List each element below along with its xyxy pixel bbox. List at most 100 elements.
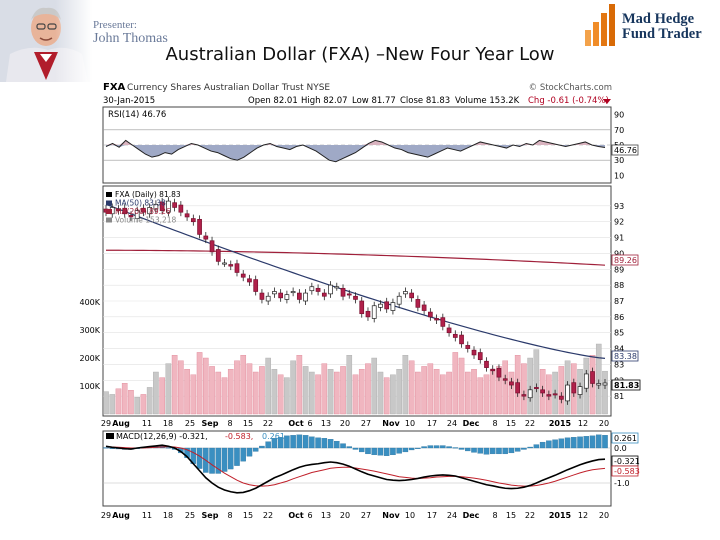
rsi-label: RSI(14) 46.76 bbox=[108, 110, 166, 120]
candle-body bbox=[353, 295, 358, 300]
volume-bar bbox=[103, 391, 109, 415]
candle-body bbox=[390, 302, 396, 311]
candle-body bbox=[540, 389, 545, 394]
volume-bar bbox=[452, 352, 459, 415]
volume-bar bbox=[427, 363, 434, 415]
volume-bar bbox=[433, 369, 440, 415]
volume-bar bbox=[340, 366, 346, 415]
volume-bar bbox=[315, 374, 321, 415]
candle-body bbox=[340, 287, 346, 297]
x-tick-label: 10 bbox=[405, 419, 415, 428]
candle-body bbox=[247, 278, 252, 283]
ma50-last-tag: 83.38 bbox=[611, 350, 639, 362]
rsi-tick-label: 90 bbox=[614, 111, 624, 120]
volume-tick-label: 100K bbox=[79, 382, 100, 391]
macd-tick-label: -1.0 bbox=[614, 479, 630, 488]
quote-open: Open 82.01 bbox=[248, 96, 298, 106]
candle-body bbox=[459, 334, 464, 345]
close-last-label: 81.83 bbox=[614, 381, 639, 390]
volume-bar bbox=[259, 366, 265, 415]
candle-body bbox=[259, 292, 265, 300]
x-tick-label: 6 bbox=[307, 511, 312, 520]
macd-hist-bar bbox=[402, 447, 409, 453]
macd-hist-bar bbox=[265, 441, 271, 449]
candle-body bbox=[240, 273, 246, 278]
price-tick-label: 89 bbox=[614, 265, 624, 274]
macd-hist-bar bbox=[583, 436, 590, 449]
macd-hist-bar bbox=[489, 447, 496, 455]
x-tick-label: 17 bbox=[427, 511, 437, 520]
macd-hist-bar bbox=[433, 445, 440, 449]
volume-bar bbox=[558, 366, 565, 415]
candle-body bbox=[315, 287, 321, 292]
macd-hist-bar bbox=[340, 443, 346, 449]
volume-bar bbox=[508, 371, 515, 415]
volume-bar bbox=[365, 363, 371, 415]
candle-body bbox=[415, 299, 421, 308]
candle-body bbox=[502, 378, 508, 381]
x-tick-label: 17 bbox=[427, 419, 437, 428]
rsi-last-label: 46.76 bbox=[614, 146, 637, 155]
candle-body bbox=[228, 264, 234, 267]
chart-date: 30-Jan-2015 bbox=[103, 96, 155, 106]
legend-label: MA(200) 89.26 bbox=[115, 207, 171, 216]
quote-close: Close 81.83 bbox=[400, 96, 450, 106]
logo-line2: Fund Trader bbox=[622, 25, 702, 42]
x-tick-label: 8 bbox=[492, 419, 497, 428]
volume-bar bbox=[184, 369, 190, 415]
price-tick-label: 90 bbox=[614, 249, 624, 258]
volume-bar bbox=[209, 366, 215, 415]
chart-symbol: FXA bbox=[103, 82, 126, 93]
macd-hist-bar bbox=[234, 447, 240, 466]
macd-hist-bar bbox=[321, 438, 328, 449]
down-arrow-icon bbox=[603, 99, 611, 104]
macd-hist-bar bbox=[377, 447, 384, 456]
macd-hist-bar bbox=[365, 447, 371, 455]
macd-hist-bar bbox=[558, 438, 565, 449]
macd-hist-bar bbox=[427, 445, 434, 449]
volume-bar bbox=[221, 377, 228, 415]
x-tick-label: Aug bbox=[112, 419, 130, 428]
x-tick-label: 22 bbox=[525, 511, 535, 520]
volume-bar bbox=[277, 374, 284, 415]
legend-label: FXA (Daily) 81.83 bbox=[115, 190, 181, 199]
candle-body bbox=[602, 382, 608, 386]
x-tick-label: Sep bbox=[202, 419, 219, 428]
x-tick-label: 15 bbox=[243, 419, 253, 428]
macd-hist-bar bbox=[259, 445, 265, 449]
macd-hist-bar bbox=[196, 447, 203, 469]
macd-hist-bar bbox=[577, 436, 583, 449]
macd-histogram bbox=[103, 434, 608, 474]
macd-hist-bar bbox=[302, 435, 309, 449]
volume-bar bbox=[321, 363, 328, 415]
candle-body bbox=[209, 240, 215, 253]
slide-header: Presenter: John Thomas Australian Dollar… bbox=[0, 0, 720, 82]
macd-hist-bar bbox=[165, 447, 172, 449]
quote-change: Chg -0.61 (-0.74%) bbox=[528, 96, 609, 106]
rsi-tick-label: 30 bbox=[614, 156, 624, 165]
candle-body bbox=[490, 368, 496, 372]
macd-hist-bar bbox=[552, 439, 558, 449]
x-tick-label: 18 bbox=[163, 511, 173, 520]
macd-label-hist: 0.261 bbox=[262, 432, 285, 441]
volume-bar bbox=[190, 374, 197, 415]
macd-hist-bar bbox=[589, 435, 596, 449]
price-tick-label: 83 bbox=[614, 360, 624, 369]
volume-tick-label: 400K bbox=[79, 298, 100, 307]
candle-body bbox=[465, 345, 471, 349]
macd-signal-last: -0.583 bbox=[614, 467, 640, 476]
price-tick-label: 88 bbox=[614, 281, 624, 290]
candle-body bbox=[215, 249, 221, 262]
macd-hist-bar bbox=[421, 446, 427, 449]
x-tick-label: 13 bbox=[321, 419, 331, 428]
price-tick-label: 86 bbox=[614, 313, 624, 322]
candle-body bbox=[309, 286, 315, 292]
x-tick-label: 29 bbox=[101, 419, 111, 428]
candle-body bbox=[166, 200, 171, 213]
x-tick-label: 13 bbox=[321, 511, 331, 520]
candle-body bbox=[428, 311, 433, 318]
rsi-line bbox=[105, 139, 606, 163]
volume-bar bbox=[396, 369, 402, 415]
volume-bar bbox=[521, 363, 527, 415]
